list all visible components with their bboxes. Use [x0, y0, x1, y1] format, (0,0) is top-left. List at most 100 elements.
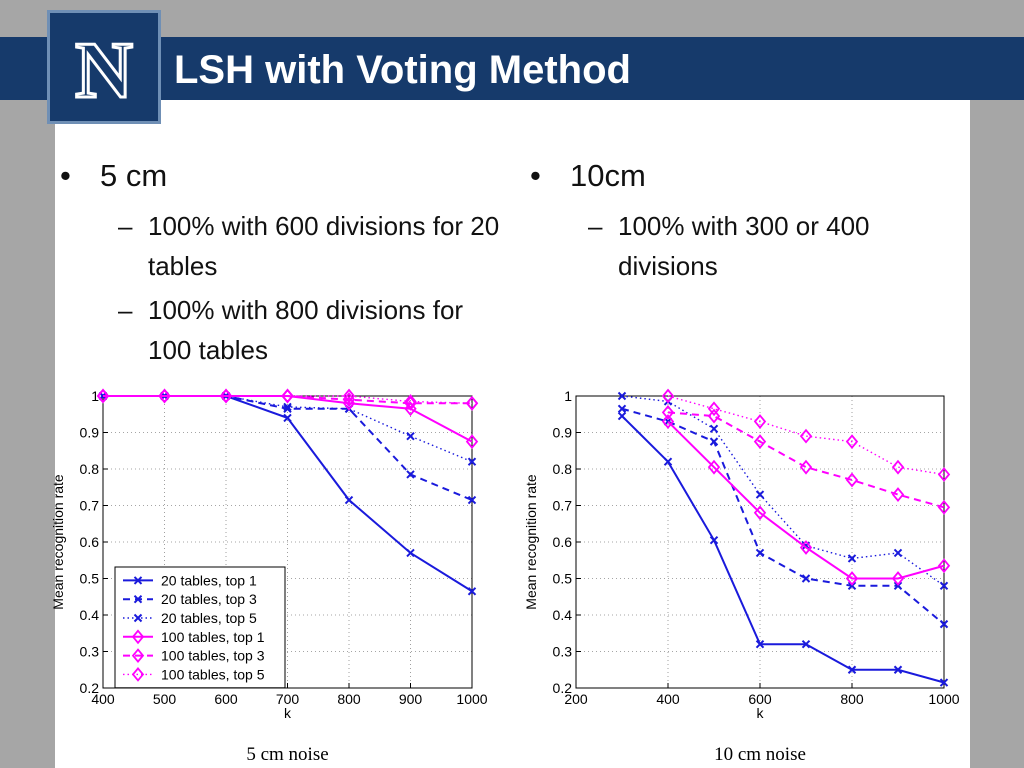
data-point [617, 404, 627, 413]
x-tick-label: 600 [214, 691, 238, 707]
y-tick-label: 0.6 [80, 534, 100, 550]
data-point [344, 495, 354, 505]
y-tick-label: 0.2 [553, 680, 573, 696]
bullet-glyph: • [530, 158, 541, 193]
chart-5cm-svg: 400 500 600 700 800 900 1000 0.2 0.3 0.4 0.5 0.6 0.7… [52, 388, 488, 765]
data-point [845, 472, 859, 488]
data-point [847, 554, 857, 563]
series-5 [661, 405, 951, 515]
data-point [661, 405, 675, 420]
x-tick-label: 900 [399, 691, 423, 707]
data-point [404, 401, 417, 417]
x-tick-label: 200 [564, 691, 588, 707]
bullet-item: • 10cm [530, 150, 950, 202]
x-tick-label: 500 [153, 691, 177, 707]
series-line [621, 395, 945, 587]
data-point [617, 391, 627, 401]
series-line [667, 420, 945, 580]
data-point [891, 487, 905, 502]
y-tick-label: 1 [91, 388, 99, 404]
legend-label: 100 tables, top 1 [161, 629, 265, 645]
y-tick-label: 0.7 [80, 498, 100, 514]
data-point [663, 457, 673, 466]
y-tick-label: 0.2 [80, 680, 100, 696]
sub-bullet-item: – 100% with 800 divisions for 100 tables [60, 290, 510, 370]
series-4 [661, 414, 951, 586]
y-tick-label: 1 [564, 388, 572, 404]
legend-label: 100 tables, top 3 [161, 648, 265, 664]
y-tick-label: 0.3 [80, 644, 100, 660]
data-point [893, 665, 903, 674]
chart-10cm-noise: 200 400 600 800 1000 0.2 0.3 0.4 0.5 0.6 0.7 0.8 0.9… [516, 380, 970, 768]
data-point [465, 395, 479, 411]
legend-marker [131, 648, 145, 664]
data-point [755, 548, 765, 558]
data-point [939, 581, 949, 591]
data-point [281, 388, 294, 404]
data-point [406, 548, 415, 558]
data-point [891, 459, 905, 475]
data-point [845, 434, 859, 450]
data-point [799, 540, 813, 555]
bullet-heading: 5 cm [100, 158, 168, 193]
series-line [103, 395, 473, 593]
data-point [283, 404, 292, 413]
x-tick-label: 600 [748, 691, 772, 707]
chart-5cm-noise: 400 500 600 700 800 900 1000 0.2 0.3 0.4 0.5 0.6 0.7… [52, 380, 495, 768]
bullet-column-left: • 5 cm – 100% with 600 divisions for 20 … [60, 150, 510, 370]
data-point [937, 558, 951, 574]
data-point [801, 574, 811, 583]
data-point [709, 535, 719, 545]
dash-glyph: – [118, 295, 133, 325]
data-point [845, 571, 859, 586]
dash-glyph: – [588, 211, 603, 241]
data-point [893, 548, 903, 558]
data-point [937, 467, 951, 482]
bullet-glyph: • [60, 158, 71, 193]
legend: 20 tables, top 1 20 tables, top 3 20 table… [114, 566, 286, 689]
chart-10cm-svg: 200 400 600 800 1000 0.2 0.3 0.4 0.5 0.6 0.7 0.8 0.9… [523, 388, 960, 765]
data-point [753, 414, 767, 429]
y-tick-label: 0.4 [80, 607, 100, 623]
chart-caption: 10 cm noise [714, 744, 806, 765]
y-tick-label: 0.3 [553, 644, 573, 660]
data-point [467, 587, 477, 596]
legend-label: 20 tables, top 1 [161, 572, 257, 588]
data-point [755, 490, 765, 499]
legend-marker [133, 613, 143, 623]
legend-marker [133, 594, 143, 604]
data-point [707, 408, 721, 424]
data-point [617, 411, 627, 421]
series-line [621, 415, 945, 684]
y-tick-label: 0.6 [553, 534, 573, 550]
data-point [847, 665, 857, 674]
data-point [753, 434, 767, 450]
sub-bullet-item: – 100% with 300 or 400 divisions [530, 206, 950, 286]
series-1 [617, 411, 949, 687]
y-tick-label: 0.9 [553, 425, 573, 441]
data-point [661, 414, 675, 429]
x-tick-label: 800 [337, 691, 361, 707]
legend-marker [131, 629, 145, 645]
sub-bullet-text: 100% with 800 divisions for 100 tables [148, 295, 464, 365]
data-point [799, 428, 813, 444]
series-2 [617, 404, 949, 629]
data-point [465, 434, 479, 450]
x-axis-label: k [757, 705, 765, 721]
data-point [707, 459, 721, 475]
y-tick-label: 0.9 [80, 425, 100, 441]
legend-label: 20 tables, top 3 [161, 591, 257, 607]
bullet-heading: 10cm [570, 158, 646, 193]
university-logo: N [47, 10, 161, 124]
x-tick-label: 400 [91, 691, 115, 707]
x-tick-label: 1000 [928, 691, 959, 707]
data-point [406, 431, 415, 441]
legend-box [114, 566, 286, 689]
legend-label: 20 tables, top 5 [161, 610, 257, 626]
data-point [753, 505, 767, 521]
dash-glyph: – [118, 211, 133, 241]
sub-bullet-text: 100% with 600 divisions for 20 tables [148, 211, 500, 281]
data-point [404, 394, 417, 409]
legend-marker [131, 666, 145, 682]
y-tick-label: 0.5 [80, 571, 100, 587]
